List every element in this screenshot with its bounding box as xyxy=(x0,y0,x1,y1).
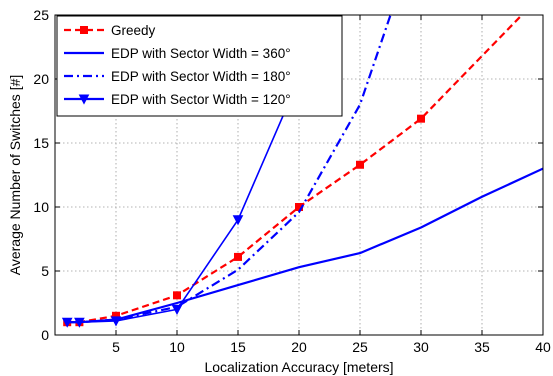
x-tick-label: 15 xyxy=(230,339,246,355)
y-tick-label: 10 xyxy=(33,199,49,215)
data-point xyxy=(232,215,244,226)
x-tick-label: 5 xyxy=(112,339,120,355)
series-3 xyxy=(67,15,392,324)
x-tick-label: 40 xyxy=(535,339,551,355)
x-tick-label: 10 xyxy=(169,339,185,355)
x-tick-label: 35 xyxy=(474,339,490,355)
legend-marker xyxy=(78,94,90,105)
legend-label: EDP with Sector Width = 120° xyxy=(111,92,291,107)
y-tick-label: 5 xyxy=(41,263,49,279)
series-line xyxy=(67,15,392,324)
data-point xyxy=(110,316,122,327)
series-line xyxy=(67,167,543,324)
axis-ticks: 5 10 15 20 25 30 35 40 0 5 10 15 20 25 xyxy=(33,7,551,355)
y-axis-label: Average Number of Switches [#] xyxy=(7,75,23,276)
data-point xyxy=(74,317,85,328)
data-point xyxy=(173,291,181,300)
series-4 xyxy=(61,74,305,328)
y-tick-label: 15 xyxy=(33,135,49,151)
data-point xyxy=(356,160,364,169)
data-point xyxy=(234,252,242,261)
x-axis-label: Localization Accuracy [meters] xyxy=(204,359,393,375)
legend-label: EDP with Sector Width = 180° xyxy=(111,69,291,84)
series-line xyxy=(67,15,524,324)
legend-label: EDP with Sector Width = 360° xyxy=(111,46,291,61)
x-tick-label: 30 xyxy=(413,339,429,355)
legend-box xyxy=(56,15,343,117)
legend-label: Greedy xyxy=(111,23,156,38)
y-tick-label: 0 xyxy=(41,327,49,343)
x-tick-label: 25 xyxy=(352,339,368,355)
legend-item-2: EDP with Sector Width = 360° xyxy=(64,46,291,61)
legend-item-1: Greedy xyxy=(64,23,156,38)
data-point xyxy=(61,317,73,328)
y-tick-label: 20 xyxy=(33,71,49,87)
series-2 xyxy=(67,167,543,324)
x-tick-label: 20 xyxy=(291,339,307,355)
y-tick-label: 25 xyxy=(33,7,49,23)
legend: Greedy EDP with Sector Width = 360° EDP wi… xyxy=(56,15,343,117)
legend-item-4: EDP with Sector Width = 120° xyxy=(64,92,291,107)
series-layer xyxy=(61,15,543,328)
data-point xyxy=(417,114,425,123)
data-point xyxy=(171,304,183,315)
legend-marker xyxy=(80,26,88,34)
legend-item-3: EDP with Sector Width = 180° xyxy=(64,69,291,84)
